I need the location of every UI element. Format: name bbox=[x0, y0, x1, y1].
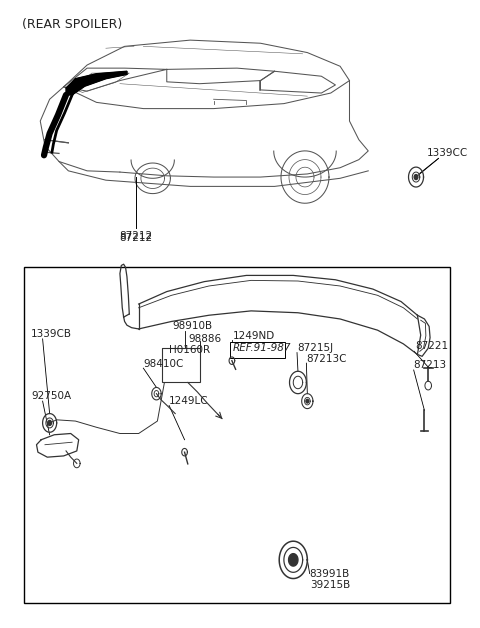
Text: 1339CB: 1339CB bbox=[31, 329, 72, 339]
Polygon shape bbox=[414, 175, 418, 180]
Polygon shape bbox=[66, 71, 127, 95]
FancyBboxPatch shape bbox=[24, 268, 450, 604]
Text: 87212: 87212 bbox=[120, 231, 153, 241]
Text: (REAR SPOILER): (REAR SPOILER) bbox=[22, 18, 122, 31]
Text: 98910B: 98910B bbox=[172, 322, 213, 332]
FancyBboxPatch shape bbox=[230, 342, 285, 358]
Text: 1249LC: 1249LC bbox=[169, 396, 209, 406]
Text: 87221: 87221 bbox=[415, 342, 448, 352]
Text: 87212: 87212 bbox=[120, 233, 153, 243]
Text: 83991B: 83991B bbox=[310, 568, 350, 578]
Text: 87215J: 87215J bbox=[297, 344, 333, 353]
Polygon shape bbox=[306, 399, 309, 403]
Text: REF.91-987: REF.91-987 bbox=[232, 343, 291, 352]
Polygon shape bbox=[288, 554, 298, 566]
FancyBboxPatch shape bbox=[162, 349, 200, 382]
Text: 1249ND: 1249ND bbox=[232, 331, 275, 341]
Text: H0160R: H0160R bbox=[169, 345, 210, 355]
Polygon shape bbox=[48, 420, 51, 425]
Text: 87213: 87213 bbox=[414, 360, 447, 370]
Text: 1339CC: 1339CC bbox=[427, 148, 468, 158]
Text: 87213C: 87213C bbox=[306, 354, 347, 364]
Text: 98410C: 98410C bbox=[144, 359, 184, 369]
Text: 92750A: 92750A bbox=[31, 391, 71, 401]
Text: 98886: 98886 bbox=[188, 334, 221, 344]
Text: 39215B: 39215B bbox=[310, 580, 350, 590]
